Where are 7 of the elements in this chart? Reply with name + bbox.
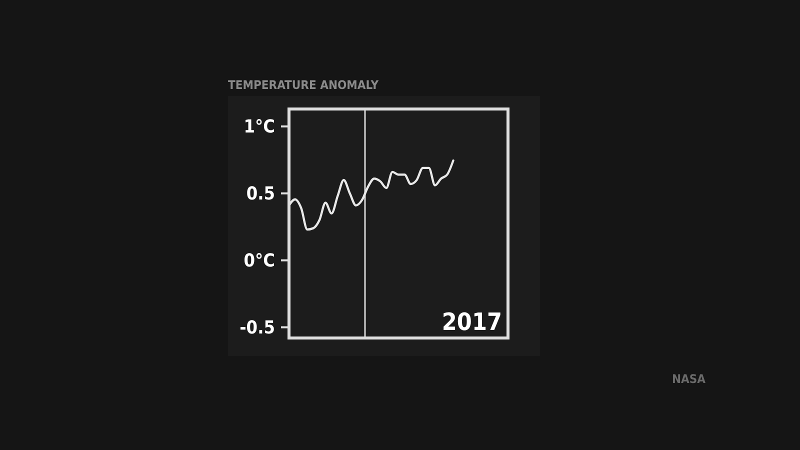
y-tick-label: 0°C [244,250,275,272]
y-tick-label: 1°C [244,116,275,138]
text: NASA [672,372,706,386]
y-tick-label: 0.5 [246,184,275,205]
annotation: 2017 [442,308,502,336]
y-tick-label: -0.5 [240,318,275,339]
chart-title: TEMPERATURE ANOMALY [228,78,379,92]
